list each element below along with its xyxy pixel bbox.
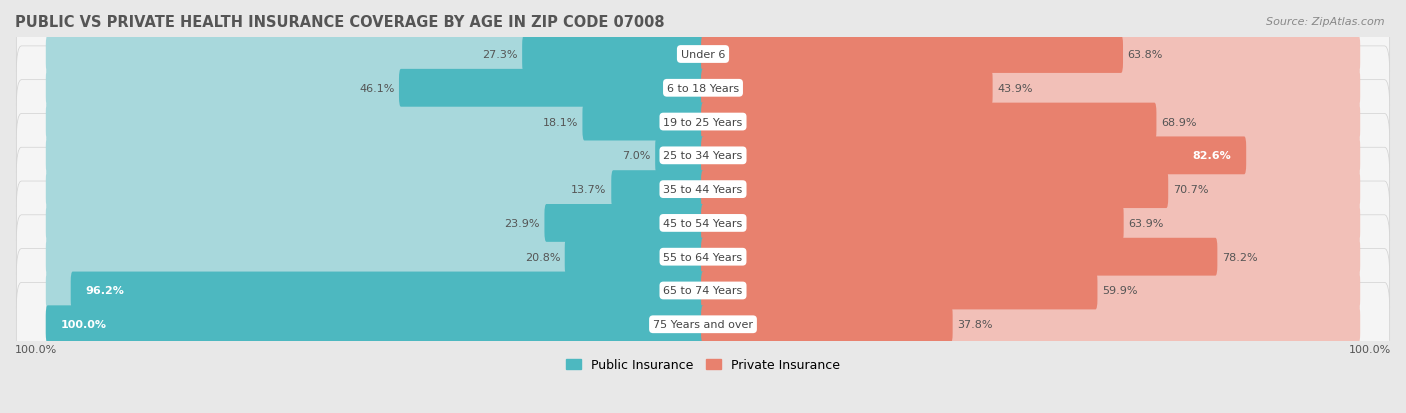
Text: 23.9%: 23.9%	[505, 218, 540, 228]
FancyBboxPatch shape	[522, 36, 704, 74]
FancyBboxPatch shape	[17, 249, 1389, 332]
Text: 100.0%: 100.0%	[15, 344, 58, 354]
FancyBboxPatch shape	[17, 81, 1389, 164]
FancyBboxPatch shape	[702, 306, 953, 343]
FancyBboxPatch shape	[17, 13, 1389, 97]
Text: 55 to 64 Years: 55 to 64 Years	[664, 252, 742, 262]
FancyBboxPatch shape	[46, 171, 704, 209]
Text: 25 to 34 Years: 25 to 34 Years	[664, 151, 742, 161]
Text: 63.8%: 63.8%	[1128, 50, 1163, 60]
Text: 13.7%: 13.7%	[571, 185, 606, 195]
Text: 68.9%: 68.9%	[1161, 117, 1197, 127]
FancyBboxPatch shape	[565, 238, 704, 276]
Text: 27.3%: 27.3%	[482, 50, 517, 60]
FancyBboxPatch shape	[702, 204, 1360, 242]
Text: 46.1%: 46.1%	[359, 83, 394, 94]
FancyBboxPatch shape	[702, 272, 1098, 310]
FancyBboxPatch shape	[702, 204, 1123, 242]
FancyBboxPatch shape	[17, 182, 1389, 265]
Text: 7.0%: 7.0%	[623, 151, 651, 161]
FancyBboxPatch shape	[399, 70, 704, 107]
FancyBboxPatch shape	[46, 36, 704, 74]
FancyBboxPatch shape	[702, 70, 993, 107]
Text: 35 to 44 Years: 35 to 44 Years	[664, 185, 742, 195]
Text: 96.2%: 96.2%	[86, 286, 125, 296]
Text: 78.2%: 78.2%	[1222, 252, 1257, 262]
Text: PUBLIC VS PRIVATE HEALTH INSURANCE COVERAGE BY AGE IN ZIP CODE 07008: PUBLIC VS PRIVATE HEALTH INSURANCE COVER…	[15, 15, 665, 30]
FancyBboxPatch shape	[702, 103, 1156, 141]
Text: 20.8%: 20.8%	[524, 252, 560, 262]
Text: Source: ZipAtlas.com: Source: ZipAtlas.com	[1267, 17, 1385, 26]
Text: Under 6: Under 6	[681, 50, 725, 60]
FancyBboxPatch shape	[17, 148, 1389, 231]
FancyBboxPatch shape	[46, 306, 704, 343]
FancyBboxPatch shape	[46, 306, 704, 343]
FancyBboxPatch shape	[702, 70, 1360, 107]
Text: 82.6%: 82.6%	[1192, 151, 1232, 161]
FancyBboxPatch shape	[702, 171, 1360, 209]
Text: 45 to 54 Years: 45 to 54 Years	[664, 218, 742, 228]
FancyBboxPatch shape	[46, 70, 704, 107]
FancyBboxPatch shape	[612, 171, 704, 209]
FancyBboxPatch shape	[46, 238, 704, 276]
Text: 59.9%: 59.9%	[1102, 286, 1137, 296]
Text: 65 to 74 Years: 65 to 74 Years	[664, 286, 742, 296]
FancyBboxPatch shape	[70, 272, 704, 310]
FancyBboxPatch shape	[17, 282, 1389, 366]
FancyBboxPatch shape	[46, 103, 704, 141]
Text: 18.1%: 18.1%	[543, 117, 578, 127]
FancyBboxPatch shape	[702, 306, 1360, 343]
FancyBboxPatch shape	[46, 137, 704, 175]
FancyBboxPatch shape	[702, 103, 1360, 141]
Text: 100.0%: 100.0%	[60, 320, 107, 330]
Text: 37.8%: 37.8%	[957, 320, 993, 330]
FancyBboxPatch shape	[702, 238, 1218, 276]
FancyBboxPatch shape	[702, 238, 1360, 276]
Text: 6 to 18 Years: 6 to 18 Years	[666, 83, 740, 94]
FancyBboxPatch shape	[702, 137, 1360, 175]
Text: 75 Years and over: 75 Years and over	[652, 320, 754, 330]
FancyBboxPatch shape	[702, 36, 1360, 74]
FancyBboxPatch shape	[544, 204, 704, 242]
FancyBboxPatch shape	[582, 103, 704, 141]
FancyBboxPatch shape	[46, 204, 704, 242]
Text: 70.7%: 70.7%	[1173, 185, 1208, 195]
FancyBboxPatch shape	[17, 215, 1389, 299]
FancyBboxPatch shape	[702, 272, 1360, 310]
FancyBboxPatch shape	[702, 36, 1123, 74]
Text: 19 to 25 Years: 19 to 25 Years	[664, 117, 742, 127]
Legend: Public Insurance, Private Insurance: Public Insurance, Private Insurance	[567, 358, 839, 371]
FancyBboxPatch shape	[17, 114, 1389, 198]
Text: 43.9%: 43.9%	[997, 83, 1032, 94]
FancyBboxPatch shape	[17, 47, 1389, 131]
FancyBboxPatch shape	[46, 272, 704, 310]
FancyBboxPatch shape	[702, 137, 1246, 175]
Text: 100.0%: 100.0%	[1348, 344, 1391, 354]
FancyBboxPatch shape	[702, 171, 1168, 209]
FancyBboxPatch shape	[655, 137, 704, 175]
Text: 63.9%: 63.9%	[1128, 218, 1164, 228]
